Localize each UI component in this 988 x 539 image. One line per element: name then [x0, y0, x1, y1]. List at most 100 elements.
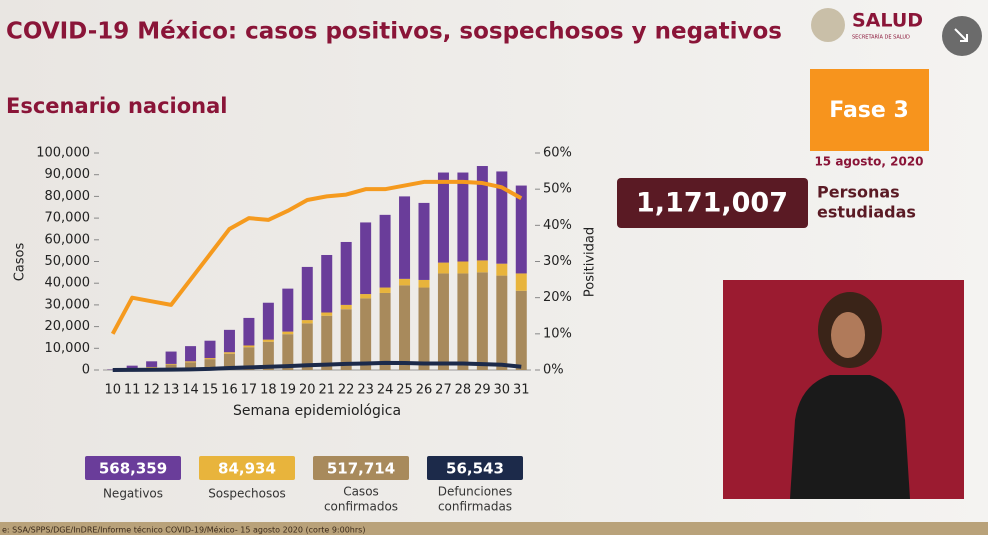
x-tick-label: 24 [377, 383, 394, 398]
source: e: SSA/SPPS/DGE/InDRE/Informe técnico CO… [2, 525, 365, 535]
bar-segment [282, 289, 293, 332]
bar-segment [185, 361, 196, 362]
x-tick-label: 18 [260, 383, 277, 398]
y2-tick-label: 50% [543, 182, 572, 197]
x-tick-label: 16 [221, 383, 238, 398]
y-tick-label: 60,000 [45, 232, 91, 247]
x-tick-label: 21 [318, 383, 335, 398]
bar-segment [419, 288, 430, 370]
y2-tick-label: 0% [543, 363, 564, 378]
y-tick-label: 0 [82, 363, 90, 378]
bar-segment [341, 309, 352, 370]
bar-segment [243, 318, 254, 346]
summary-label: Defunciones [438, 485, 513, 499]
x-tick-label: 19 [280, 383, 297, 398]
bar-segment [438, 273, 449, 370]
bar-segment [360, 298, 371, 370]
x-tick-label: 11 [124, 383, 141, 398]
bar-segment [185, 346, 196, 361]
studied-label: estudiadas [817, 203, 916, 222]
x-tick-label: 13 [163, 383, 180, 398]
bar-segment [282, 332, 293, 335]
summary-label: Sospechosos [208, 487, 286, 501]
bar-segment [516, 186, 527, 274]
bar-segment [321, 312, 332, 315]
bar-segment [477, 272, 488, 370]
y2-tick-label: 40% [543, 218, 572, 233]
bar-segment [496, 264, 507, 276]
x-tick-label: 28 [455, 383, 472, 398]
interpreter-face [831, 312, 865, 358]
x-tick-label: 30 [494, 383, 511, 398]
bar-segment [399, 196, 410, 278]
bar-segment [419, 203, 430, 280]
bar-segment [341, 305, 352, 309]
y-tick-label: 20,000 [45, 319, 91, 334]
interpreter-body [790, 375, 910, 499]
x-tick-label: 15 [202, 383, 219, 398]
summary-label: confirmadas [438, 500, 512, 514]
bar-segment [457, 262, 468, 274]
subtitle: Escenario nacional [6, 94, 227, 118]
phase-date: 15 agosto, 2020 [814, 155, 923, 169]
x-tick-label: 17 [241, 383, 258, 398]
x-tick-label: 31 [513, 383, 530, 398]
bar-segment [438, 263, 449, 274]
bar-segment [380, 293, 391, 370]
studied-label: Personas [817, 183, 900, 202]
y2-tick-label: 60% [543, 146, 572, 161]
bar-segment [166, 364, 177, 365]
bar-segment [263, 303, 274, 340]
bar-segment [399, 285, 410, 370]
bar-segment [380, 215, 391, 288]
bar-segment [321, 316, 332, 370]
bar-segment [477, 260, 488, 272]
y-tick-label: 40,000 [45, 276, 91, 291]
y-tick-label: 10,000 [45, 341, 91, 356]
x-tick-label: 22 [338, 383, 355, 398]
logo-text: SALUD [852, 10, 923, 32]
summary-value: 84,934 [218, 460, 276, 478]
summary-value: 568,359 [99, 460, 167, 478]
summary-label: confirmados [324, 500, 398, 514]
y-tick-label: 100,000 [36, 146, 90, 161]
bar-segment [205, 341, 216, 358]
bar-segment [457, 273, 468, 370]
bar-segment [243, 345, 254, 347]
bar-segment [380, 288, 391, 293]
bar-segment [360, 294, 371, 298]
x-tick-label: 20 [299, 383, 316, 398]
y-tick-label: 70,000 [45, 211, 91, 226]
logo-subtext: SECRETARÍA DE SALUD [852, 34, 910, 41]
summary-label: Negativos [103, 487, 163, 501]
x-tick-label: 29 [474, 383, 491, 398]
bar-segment [516, 273, 527, 290]
x-tick-label: 12 [143, 383, 160, 398]
studied-value: 1,171,007 [636, 188, 788, 219]
x-tick-label: 10 [104, 383, 121, 398]
y2-tick-label: 30% [543, 254, 572, 269]
y-tick-label: 80,000 [45, 189, 91, 204]
bar-segment [341, 242, 352, 305]
bar-segment [360, 222, 371, 294]
phase-label: Fase 3 [829, 98, 909, 123]
summary-label: Casos [343, 485, 379, 499]
summary-value: 56,543 [446, 460, 504, 478]
bar-segment [263, 340, 274, 342]
bar-segment [496, 276, 507, 370]
x-tick-label: 26 [416, 383, 433, 398]
y2-tick-label: 20% [543, 290, 572, 305]
y-tick-label: 90,000 [45, 167, 91, 182]
bar-segment [302, 320, 313, 323]
y-tick-label: 30,000 [45, 297, 91, 312]
x-tick-label: 14 [182, 383, 199, 398]
bar-segment [399, 279, 410, 286]
bar-segment [205, 358, 216, 359]
y2-tick-label: 10% [543, 326, 572, 341]
x-tick-label: 27 [435, 383, 452, 398]
bar-segment [224, 352, 235, 354]
bar-segment [302, 323, 313, 370]
y-axis-label: Casos [13, 243, 28, 282]
bar-segment [166, 352, 177, 364]
